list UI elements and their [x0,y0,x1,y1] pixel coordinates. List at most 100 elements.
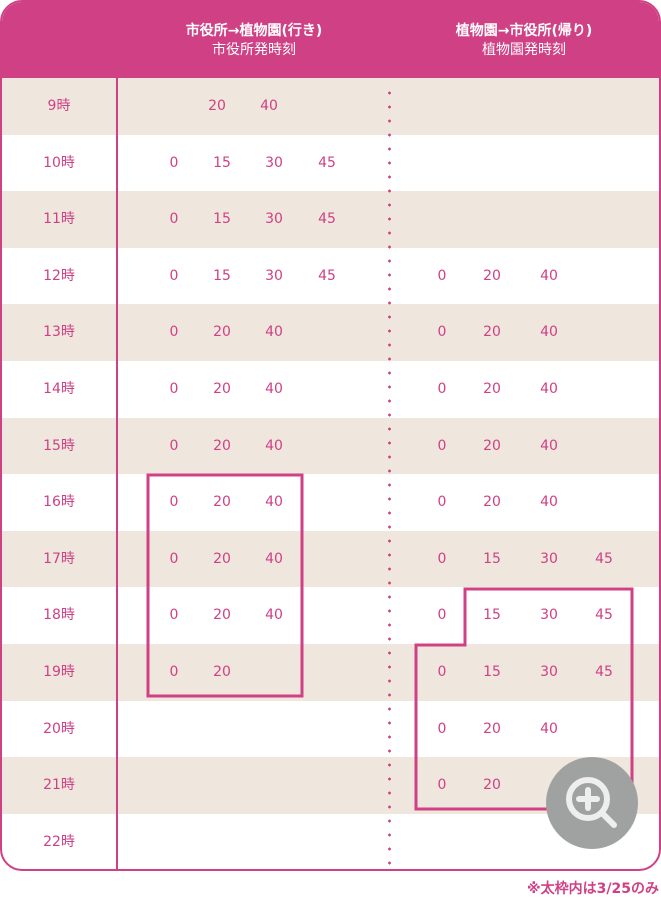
outbound-departure-minute: 40 [265,550,283,567]
zoom-in-icon [566,777,617,828]
table-row: 18時 0 20 40 0 15 30 45 [2,587,659,644]
hour-label: 17時 [43,550,75,567]
outbound-departure-minute: 20 [213,381,231,397]
outbound-header: 市役所→植物園(行き) 市役所発時刻 [124,22,384,60]
inbound-departure-minute: 20 [483,324,501,341]
outbound-departure-minute: 0 [169,494,179,511]
hour-label: 13時 [43,324,75,341]
outbound-departure-minute: 0 [169,211,179,228]
inbound-departure-minute: 20 [483,720,501,737]
table-row: 22時 [2,814,659,869]
hour-label: 9時 [47,98,71,114]
inbound-departure-minute: 30 [540,664,558,680]
inbound-departure-minute: 20 [483,267,501,284]
inbound-departure-minute: 0 [437,720,447,737]
outbound-departure-minute: 40 [260,98,278,114]
outbound-departure-minute: 0 [169,267,179,284]
outbound-departure-minute: 45 [318,154,336,171]
inbound-departure-minute: 0 [437,664,447,680]
outbound-departure-minute: 0 [169,324,179,341]
inbound-departure-minute: 30 [540,550,558,567]
outbound-departure-minute: 0 [169,664,179,680]
table-header: 市役所→植物園(行き) 市役所発時刻 植物園→市役所(帰り) 植物園発時刻 [2,2,659,78]
inbound-departure-minute: 40 [540,381,558,397]
hour-label: 21時 [43,777,75,794]
timetable: 市役所→植物園(行き) 市役所発時刻 植物園→市役所(帰り) 植物園発時刻 9時… [0,0,661,871]
outbound-departure-minute: 40 [265,381,283,397]
inbound-title: 植物園→市役所(帰り) [455,23,593,39]
outbound-departure-minute: 30 [265,154,283,171]
hour-label: 15時 [43,437,75,454]
outbound-departure-minute: 0 [169,154,179,171]
table-row: 12時 0 15 30 45 0 20 40 [2,248,659,305]
inbound-departure-minute: 20 [483,437,501,454]
inbound-departure-minute: 40 [540,267,558,284]
outbound-departure-minute: 15 [213,267,231,284]
inbound-special-box [414,587,634,811]
table-row: 15時 0 20 40 0 20 40 [2,417,659,475]
table-row: 20時 0 20 40 [2,701,659,758]
inbound-departure-minute: 0 [437,607,447,624]
outbound-departure-minute: 15 [213,154,231,171]
hour-label: 16時 [43,494,75,511]
hour-label: 18時 [43,607,75,624]
outbound-departure-minute: 0 [169,437,179,454]
inbound-departure-minute: 40 [540,324,558,341]
outbound-departure-minute: 45 [318,267,336,284]
outbound-departure-minute: 20 [213,550,231,567]
outbound-departure-minute: 30 [265,267,283,284]
inbound-departure-minute: 20 [483,777,501,794]
outbound-departure-minute: 20 [213,324,231,341]
outbound-departure-minute: 0 [169,607,179,624]
hour-label: 20時 [43,720,75,737]
outbound-subtitle: 市役所発時刻 [212,42,296,58]
table-row: 14時 0 20 40 0 20 40 [2,361,659,418]
inbound-header: 植物園→市役所(帰り) 植物園発時刻 [394,22,654,60]
inbound-departure-minute: 30 [540,607,558,624]
inbound-departure-minute: 40 [540,494,558,511]
hour-label: 10時 [43,154,75,171]
outbound-departure-minute: 40 [265,607,283,624]
inbound-departure-minute: 45 [595,607,613,624]
hour-label: 12時 [43,267,75,284]
table-row: 13時 0 20 40 0 20 40 [2,304,659,361]
table-row: 17時 0 20 40 0 15 30 45 [2,530,659,588]
outbound-departure-minute: 45 [318,211,336,228]
outbound-departure-minute: 30 [265,211,283,228]
inbound-subtitle: 植物園発時刻 [482,42,566,58]
table-row: 19時 0 20 0 15 30 45 [2,644,659,701]
outbound-title: 市役所→植物園(行き) [185,23,323,39]
inbound-departure-minute: 40 [540,720,558,737]
direction-divider [388,86,391,866]
inbound-departure-minute: 0 [437,324,447,341]
inbound-departure-minute: 0 [437,437,447,454]
outbound-departure-minute: 0 [169,550,179,567]
inbound-departure-minute: 0 [437,381,447,397]
hour-column-divider [116,78,118,869]
inbound-departure-minute: 45 [595,664,613,680]
outbound-departure-minute: 20 [213,437,231,454]
outbound-departure-minute: 20 [208,98,226,114]
table-row: 9時 20 40 [2,78,659,135]
inbound-departure-minute: 15 [483,664,501,680]
outbound-departure-minute: 40 [265,437,283,454]
outbound-departure-minute: 20 [213,664,231,680]
hour-label: 19時 [43,664,75,680]
inbound-departure-minute: 0 [437,267,447,284]
table-row: 11時 0 15 30 45 [2,191,659,248]
outbound-departure-minute: 0 [169,381,179,397]
inbound-departure-minute: 15 [483,607,501,624]
outbound-special-box [146,473,304,698]
hour-label: 14時 [43,381,75,397]
inbound-departure-minute: 45 [595,550,613,567]
inbound-departure-minute: 40 [540,437,558,454]
footnote: ※太枠内は3/25のみ [527,881,659,897]
inbound-departure-minute: 15 [483,550,501,567]
outbound-departure-minute: 15 [213,211,231,228]
table-row: 10時 0 15 30 45 [2,135,659,192]
inbound-departure-minute: 0 [437,777,447,794]
outbound-departure-minute: 40 [265,494,283,511]
zoom-button[interactable] [546,757,638,849]
hour-label: 22時 [43,833,75,850]
